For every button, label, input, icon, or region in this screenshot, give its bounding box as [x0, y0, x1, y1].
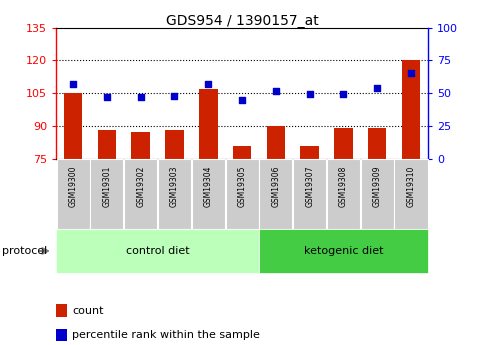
- Bar: [232, 146, 251, 159]
- Text: GSM19301: GSM19301: [102, 166, 111, 207]
- Text: GSM19308: GSM19308: [338, 166, 347, 207]
- Bar: [367, 128, 386, 159]
- Point: [204, 81, 212, 87]
- Bar: [266, 126, 285, 159]
- Point: [406, 71, 414, 76]
- Bar: [292, 159, 325, 229]
- Bar: [124, 159, 157, 229]
- Bar: [326, 159, 359, 229]
- Bar: [394, 159, 427, 229]
- Point: [103, 94, 111, 100]
- Bar: [90, 159, 123, 229]
- Text: GSM19300: GSM19300: [68, 166, 78, 207]
- Bar: [158, 159, 191, 229]
- Text: GSM19305: GSM19305: [237, 166, 246, 207]
- Bar: [165, 130, 183, 159]
- Point: [69, 81, 77, 87]
- Text: ketogenic diet: ketogenic diet: [303, 246, 383, 256]
- Text: control diet: control diet: [125, 246, 189, 256]
- Bar: [191, 159, 224, 229]
- Bar: [56, 229, 259, 273]
- Text: GDS954 / 1390157_at: GDS954 / 1390157_at: [165, 14, 318, 28]
- Bar: [259, 229, 427, 273]
- Text: GSM19304: GSM19304: [203, 166, 212, 207]
- Text: GSM19306: GSM19306: [271, 166, 280, 207]
- Point: [137, 94, 144, 100]
- Text: GSM19307: GSM19307: [305, 166, 313, 207]
- Bar: [401, 60, 419, 159]
- Point: [305, 92, 313, 97]
- Point: [271, 88, 279, 93]
- Point: [372, 85, 380, 91]
- Text: protocol: protocol: [2, 246, 48, 256]
- Point: [339, 92, 346, 97]
- Bar: [225, 159, 258, 229]
- Bar: [64, 93, 82, 159]
- Bar: [360, 159, 393, 229]
- Text: GSM19309: GSM19309: [372, 166, 381, 207]
- Bar: [333, 128, 352, 159]
- Point: [170, 93, 178, 99]
- Bar: [259, 159, 292, 229]
- Bar: [199, 89, 217, 159]
- Bar: [131, 132, 150, 159]
- Text: percentile rank within the sample: percentile rank within the sample: [72, 330, 259, 339]
- Bar: [300, 146, 318, 159]
- Text: count: count: [72, 306, 103, 315]
- Text: GSM19303: GSM19303: [170, 166, 179, 207]
- Text: GSM19302: GSM19302: [136, 166, 145, 207]
- Bar: [98, 130, 116, 159]
- Text: GSM19310: GSM19310: [406, 166, 415, 207]
- Bar: [57, 159, 89, 229]
- Point: [238, 97, 245, 102]
